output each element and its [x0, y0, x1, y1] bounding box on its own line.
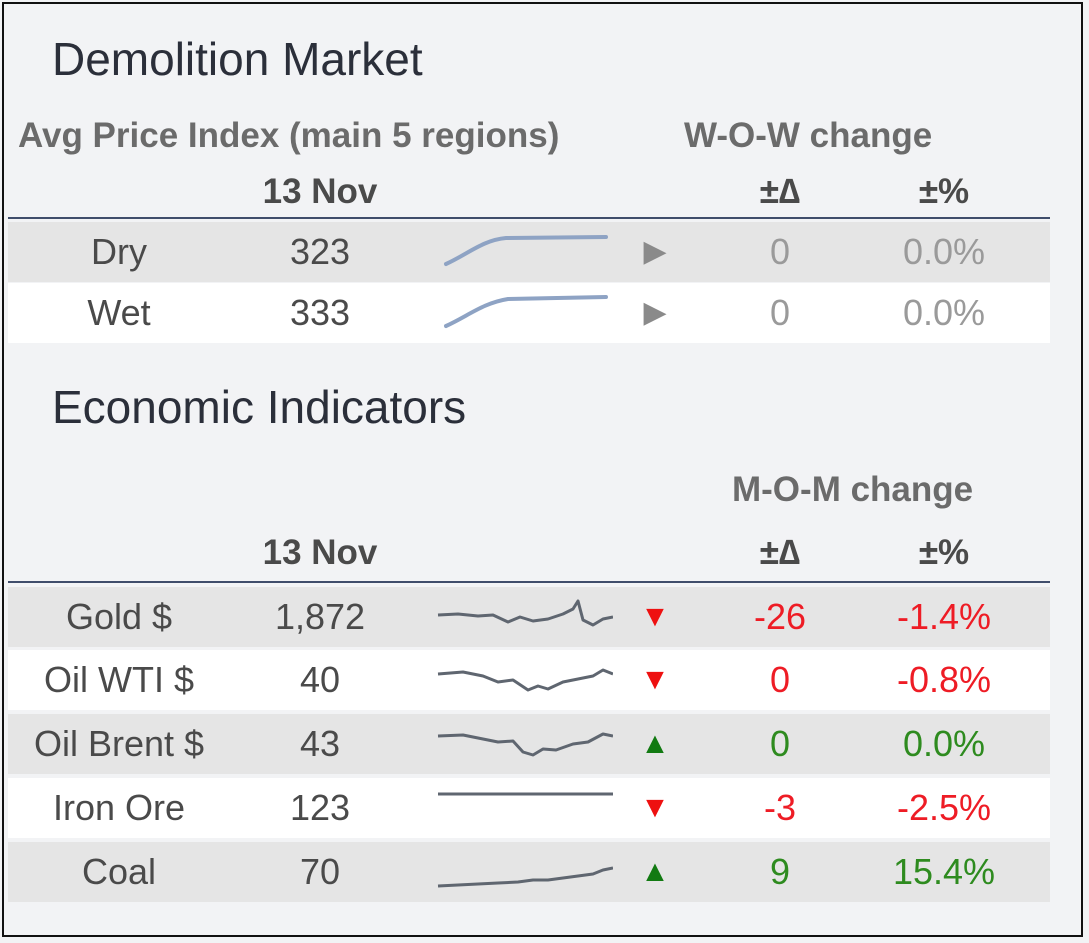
sparkline	[428, 714, 613, 774]
row-pct: 15.4%	[892, 851, 996, 892]
up-arrow-icon: ▲	[640, 855, 670, 888]
row-value: 323	[289, 231, 351, 272]
row-pct: -0.8%	[896, 659, 992, 700]
down-arrow-icon: ▼	[640, 663, 670, 696]
right-arrow-icon: ▶	[643, 235, 667, 268]
row-value: 333	[289, 292, 351, 333]
sparkline	[428, 778, 613, 838]
table-row: Oil Brent $ 43 ▲ 0 0.0%	[8, 714, 1050, 774]
row-value: 70	[299, 851, 341, 892]
up-arrow-icon: ▲	[640, 727, 670, 760]
demolition-header-rule	[8, 217, 1050, 219]
table-row: Oil WTI $ 40 ▼ 0 -0.8%	[8, 650, 1050, 710]
sparkline	[428, 842, 613, 902]
sparkline	[428, 283, 613, 343]
demolition-subtitle: Avg Price Index (main 5 regions)	[18, 116, 560, 155]
table-row: Coal 70 ▲ 9 15.4%	[8, 842, 1050, 902]
down-arrow-icon: ▼	[640, 791, 670, 824]
right-arrow-icon: ▶	[643, 296, 667, 329]
row-value: 123	[289, 787, 351, 828]
row-delta: 0	[769, 723, 791, 764]
table-row: Wet 333 ▶ 0 0.0%	[8, 283, 1050, 343]
table-row: Iron Ore 123 ▼ -3 -2.5%	[8, 778, 1050, 838]
row-pct: 0.0%	[902, 723, 986, 764]
row-label: Iron Ore	[52, 787, 186, 828]
table-row: Dry 323 ▶ 0 0.0%	[8, 222, 1050, 282]
demolition-pct-header: ±%	[918, 172, 970, 211]
row-pct: -2.5%	[896, 787, 992, 828]
mom-change-header: M-O-M change	[732, 470, 974, 509]
wow-change-header: W-O-W change	[684, 116, 933, 155]
row-delta: 0	[769, 292, 791, 333]
row-pct: 0.0%	[902, 292, 986, 333]
row-delta: 0	[769, 659, 791, 700]
row-label: Wet	[87, 292, 151, 333]
row-value: 43	[299, 723, 341, 764]
sparkline	[428, 650, 613, 710]
row-value: 40	[299, 659, 341, 700]
row-value: 1,872	[274, 596, 366, 637]
row-label: Dry	[91, 231, 147, 272]
demolition-title: Demolition Market	[52, 33, 423, 85]
economic-title: Economic Indicators	[52, 381, 467, 433]
row-label: Coal	[81, 851, 157, 892]
row-delta: -3	[763, 787, 796, 828]
economic-pct-header: ±%	[918, 533, 970, 572]
row-delta: 0	[769, 231, 791, 272]
row-label: Gold $	[65, 596, 173, 637]
sparkline	[428, 222, 613, 282]
row-label: Oil WTI $	[44, 659, 194, 700]
economic-delta-header: ±∆	[759, 533, 801, 572]
row-label: Oil Brent $	[33, 723, 205, 764]
table-row: Gold $ 1,872 ▼ -26 -1.4%	[8, 587, 1050, 647]
sparkline	[428, 587, 613, 647]
economic-date: 13 Nov	[262, 533, 378, 572]
row-delta: 9	[769, 851, 791, 892]
demolition-date: 13 Nov	[262, 172, 378, 211]
row-pct: 0.0%	[902, 231, 986, 272]
demolition-delta-header: ±∆	[759, 172, 801, 211]
row-delta: -26	[753, 596, 807, 637]
row-pct: -1.4%	[896, 596, 992, 637]
economic-header-rule	[8, 581, 1050, 583]
down-arrow-icon: ▼	[640, 600, 670, 633]
